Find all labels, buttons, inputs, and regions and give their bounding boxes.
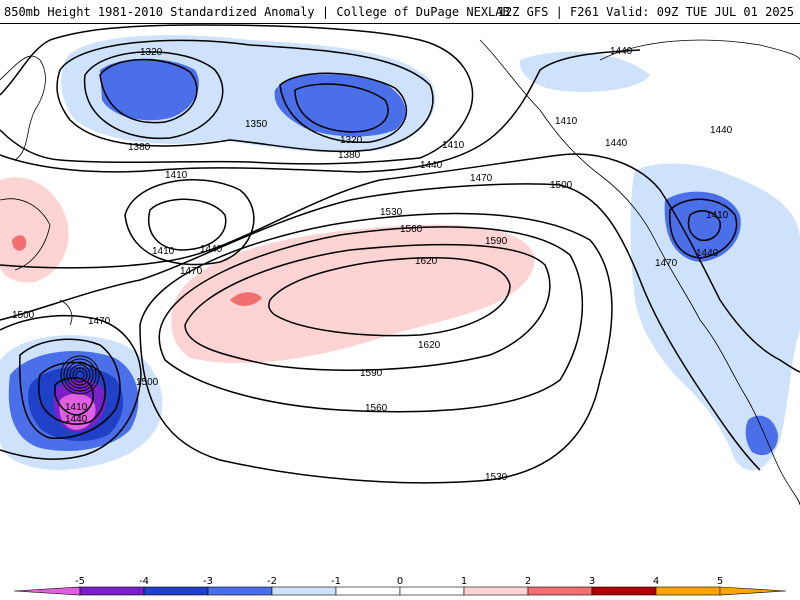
contour-label: 1560 <box>365 403 388 414</box>
model-run-info: 12Z GFS | F261 Valid: 09Z TUE JUL 01 202… <box>497 5 794 19</box>
contour-1410-north <box>0 24 474 165</box>
contour-1320-west <box>99 58 198 124</box>
colorbar-right-arrow <box>719 586 787 596</box>
colorbar-label: 0 <box>396 576 404 587</box>
colorbar-label: 3 <box>588 576 596 587</box>
contour-label-group: 1320 1350 1380 1320 1380 1410 1410 1440 … <box>12 46 733 483</box>
colorbar-label: -1 <box>331 576 341 587</box>
contour-label: 1440 <box>610 46 633 57</box>
positive-anomaly-core <box>230 292 262 306</box>
contour-1560 <box>158 226 584 413</box>
contour-1590 <box>184 243 551 371</box>
contour-label: 1620 <box>415 256 438 267</box>
typhoon-contour-1440 <box>37 361 106 425</box>
colorbar-label: -5 <box>75 576 85 587</box>
contour-label: 1410 <box>165 170 188 181</box>
colorbar-bin <box>463 586 529 596</box>
contour-label: 1530 <box>485 472 508 483</box>
colorbar-bin <box>399 586 465 596</box>
contour-label: 1440 <box>65 414 88 425</box>
negative-anomaly-west-coast-core <box>664 191 741 262</box>
contour-label: 1380 <box>128 142 151 153</box>
map-header: 850mb Height 1981-2010 Standardized Anom… <box>0 0 800 24</box>
contour-1500 <box>0 183 761 471</box>
negative-anomaly-north-core-west <box>100 58 199 121</box>
contour-label: 1440 <box>710 125 733 136</box>
colorbar-label: 2 <box>524 576 532 587</box>
colorbar-bin <box>143 586 209 596</box>
contour-1320-east <box>294 83 389 133</box>
colorbar-label: -2 <box>267 576 277 587</box>
west-coast-contour-1410 <box>687 210 721 242</box>
colorbar-left-arrow <box>13 586 81 596</box>
contour-label: 1410 <box>65 402 88 413</box>
contour-1410-closed <box>148 198 227 251</box>
negative-anomaly-north-core-east <box>274 74 406 137</box>
contour-label: 1320 <box>340 135 363 146</box>
contour-label: 1500 <box>12 310 35 321</box>
contour-label: 1560 <box>400 224 423 235</box>
typhoon-contour-1410 <box>54 377 94 416</box>
map-title: 850mb Height 1981-2010 Standardized Anom… <box>4 5 510 19</box>
contour-1350-east <box>279 72 408 144</box>
typhoon-contour-1470 <box>19 338 121 439</box>
contour-label: 1350 <box>245 119 268 130</box>
contour-label: 1500 <box>550 180 573 191</box>
positive-anomaly-west <box>0 177 69 283</box>
typhoon-eye-rings <box>60 355 100 395</box>
contour-label: 1470 <box>180 266 203 277</box>
contour-1530 <box>139 212 613 484</box>
contour-label: 1620 <box>418 340 441 351</box>
colorbar-label: 1 <box>460 576 468 587</box>
anomaly-map: 1320 1350 1380 1320 1380 1410 1410 1440 … <box>0 24 800 506</box>
contour-1350-west <box>83 51 224 140</box>
contour-label: 1410 <box>442 140 465 151</box>
colorbar-bin <box>271 586 337 596</box>
contour-label: 1470 <box>88 316 111 327</box>
contour-label: 1590 <box>360 368 383 379</box>
contour-1470 <box>0 153 800 373</box>
contour-1620 <box>268 256 511 337</box>
contour-label: 1440 <box>605 138 628 149</box>
positive-anomaly-area <box>171 224 535 364</box>
contour-label: 1440 <box>200 244 223 255</box>
colorbar-bin <box>655 586 721 596</box>
contour-label: 1380 <box>338 150 361 161</box>
west-coast-contour-1440 <box>669 198 738 259</box>
contour-label: 1410 <box>706 210 729 221</box>
negative-anomaly-baja-core <box>745 415 778 456</box>
typhoon-contour-1500 <box>0 314 142 460</box>
contour-label: 1500 <box>136 377 159 388</box>
contour-label: 1410 <box>152 246 175 257</box>
contour-label: 1530 <box>380 207 403 218</box>
colorbar-label: 5 <box>716 576 724 587</box>
negative-anomaly-northeast <box>519 51 650 92</box>
colorbar-bin <box>591 586 657 596</box>
colorbar <box>13 586 787 596</box>
contour-label: 1440 <box>696 248 719 259</box>
contour-1440-ring <box>124 179 255 266</box>
contour-1380-north <box>56 39 434 153</box>
contour-label: 1590 <box>485 236 508 247</box>
colorbar-label: -4 <box>139 576 149 587</box>
colorbar-bin <box>79 586 145 596</box>
height-contours <box>0 24 800 484</box>
contour-label: 1440 <box>420 160 443 171</box>
contour-label: 1470 <box>655 258 678 269</box>
contour-label: 1470 <box>470 173 493 184</box>
contour-label: 1320 <box>140 47 163 58</box>
colorbar-label: -3 <box>203 576 213 587</box>
colorbar-label: 4 <box>652 576 660 587</box>
contour-label: 1410 <box>555 116 578 127</box>
positive-anomaly-west-core <box>12 235 27 251</box>
colorbar-bin <box>335 586 401 596</box>
typhoon-anomaly-eye <box>59 393 96 430</box>
colorbar-bin <box>527 586 593 596</box>
colorbar-bin <box>207 586 273 596</box>
contour-1440-north <box>0 49 641 173</box>
